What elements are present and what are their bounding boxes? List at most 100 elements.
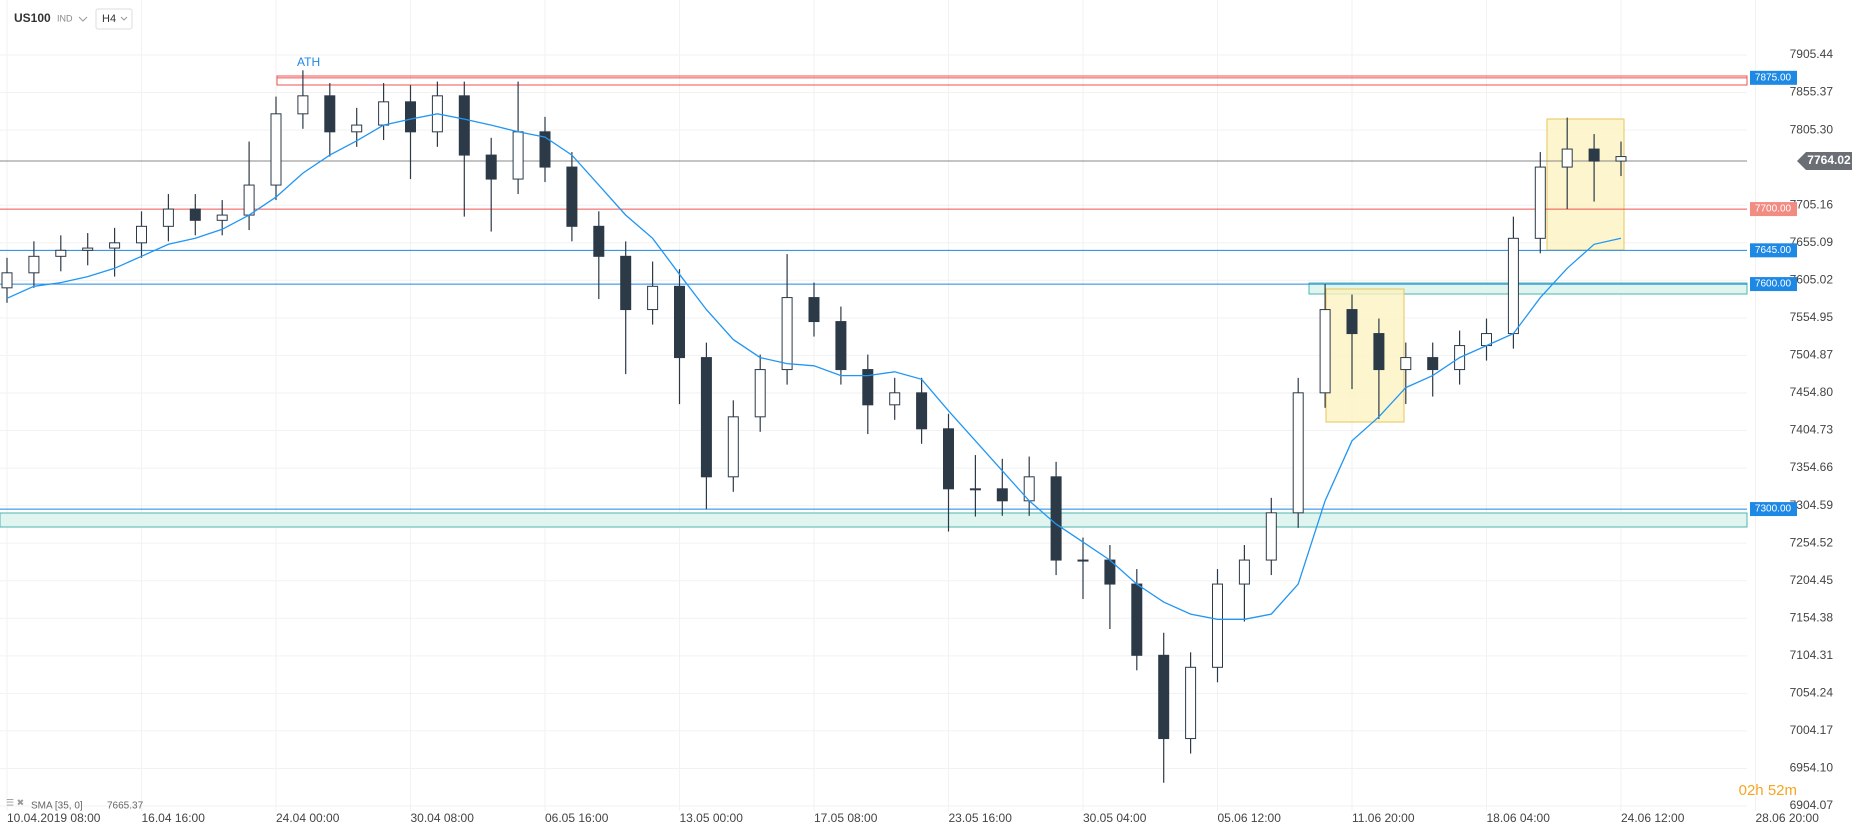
candle-body [620, 255, 632, 311]
grid [0, 0, 1756, 811]
x-tick-label: 18.06 04:00 [1487, 811, 1551, 825]
support-zone [0, 512, 1748, 528]
level-label: 7700.00 [1755, 204, 1792, 215]
candle-body [405, 101, 416, 133]
y-tick-label: 7104.31 [1790, 648, 1834, 662]
candle-body [485, 154, 497, 180]
y-tick-label: 7905.44 [1790, 47, 1834, 61]
candle-body [162, 208, 174, 227]
support-zone [1308, 282, 1748, 295]
sma-line [6, 113, 1622, 620]
level-label: 7600.00 [1755, 279, 1792, 290]
y-tick-label: 7605.02 [1790, 272, 1834, 286]
candle-body [647, 285, 659, 311]
candle-body [1373, 333, 1385, 371]
candle-body [1588, 148, 1600, 162]
candle-body [270, 113, 282, 186]
y-tick-label: 7855.37 [1790, 85, 1834, 99]
level-label-box [1750, 277, 1797, 292]
y-tick-label: 7304.59 [1790, 498, 1834, 512]
candle-body [1507, 237, 1519, 335]
y-tick-label: 7805.30 [1790, 122, 1834, 136]
x-tick-label: 06.05 16:00 [545, 811, 609, 825]
candle-body [1131, 583, 1143, 656]
candle-body [136, 225, 147, 244]
level-label-box [1750, 202, 1797, 217]
candle-body [1561, 148, 1573, 168]
candle-body [943, 428, 954, 490]
candle-body [996, 488, 1008, 502]
candle-body [82, 247, 94, 251]
level-label-box [1750, 502, 1797, 517]
candle-body [674, 285, 685, 359]
timeframe[interactable]: H4 [102, 13, 116, 25]
level-label-box [1750, 243, 1797, 258]
levels [0, 77, 1747, 510]
dropdown-arrow[interactable] [120, 16, 128, 21]
candle-body [1615, 156, 1627, 162]
candle-body [1292, 392, 1304, 514]
x-tick-label: 10.04.2019 08:00 [7, 811, 101, 825]
y-tick-label: 7004.17 [1790, 723, 1834, 737]
level-label: 7300.00 [1755, 504, 1792, 515]
level-label: 7645.00 [1755, 245, 1792, 256]
candle-body [189, 208, 201, 221]
candle-body [727, 416, 739, 478]
candle-body [55, 249, 67, 257]
x-tick-label: 24.04 00:00 [276, 811, 340, 825]
indicator-name: SMA [35, 0] [31, 801, 83, 812]
x-tick-label: 13.05 00:00 [680, 811, 744, 825]
candle-body [862, 369, 874, 406]
candle-body [378, 101, 390, 126]
x-tick-label: 28.06 20:00 [1756, 811, 1820, 825]
candle-body [324, 95, 336, 133]
symbol[interactable]: US100 [14, 11, 51, 25]
y-tick-label: 7154.38 [1790, 610, 1834, 624]
candle-body [1319, 309, 1331, 394]
timeframe-select[interactable] [95, 8, 133, 30]
y-tick-label: 7705.16 [1790, 197, 1834, 211]
y-tick-label: 7454.80 [1790, 385, 1834, 399]
y-tick-label: 7504.87 [1790, 348, 1834, 362]
candle-body [539, 131, 551, 168]
candle-body [916, 392, 928, 430]
consolidation-box [1546, 118, 1625, 251]
candle-body [808, 297, 820, 323]
candle-body [512, 131, 524, 180]
market: IND [57, 13, 73, 23]
x-tick-label: 24.06 12:00 [1621, 811, 1685, 825]
y-tick-label: 7404.73 [1790, 423, 1834, 437]
annotation: ATH [297, 55, 320, 69]
current-price-label: 7764.02 [1807, 153, 1851, 167]
dropdown-arrow[interactable] [78, 16, 88, 22]
labels: 7905.44 7855.37 7805.30 7705.16 7655.09 7605.… [7, 47, 1852, 825]
candles [1, 70, 1627, 783]
y-tick-label: 7554.95 [1790, 310, 1834, 324]
candle-body [243, 184, 255, 216]
y-tick-label: 6904.07 [1790, 798, 1834, 812]
candle-body [1, 272, 13, 289]
y-tick-label: 7655.09 [1790, 235, 1834, 249]
candle-body [1238, 559, 1250, 585]
candle-body [28, 255, 40, 274]
candle-body [889, 392, 901, 406]
candle-body [1534, 166, 1546, 239]
candle-body [1400, 357, 1412, 371]
candle-body [781, 297, 793, 371]
candle-body [1050, 476, 1062, 561]
candle-body [593, 225, 605, 257]
x-tick-label: 30.04 08:00 [411, 811, 475, 825]
x-tick-label: 30.05 04:00 [1083, 811, 1147, 825]
y-tick-label: 7054.24 [1790, 686, 1834, 700]
current-price-tag [1797, 152, 1852, 171]
level-label-box [1750, 70, 1797, 85]
candle-body [566, 166, 578, 227]
x-tick-label: 23.05 16:00 [949, 811, 1013, 825]
candle-body [1185, 666, 1197, 740]
indicator-icons[interactable]: ☰ ✖ [6, 797, 24, 807]
candle-body [1346, 309, 1358, 335]
level-label: 7875.00 [1755, 72, 1792, 83]
candle-body [1427, 357, 1439, 371]
